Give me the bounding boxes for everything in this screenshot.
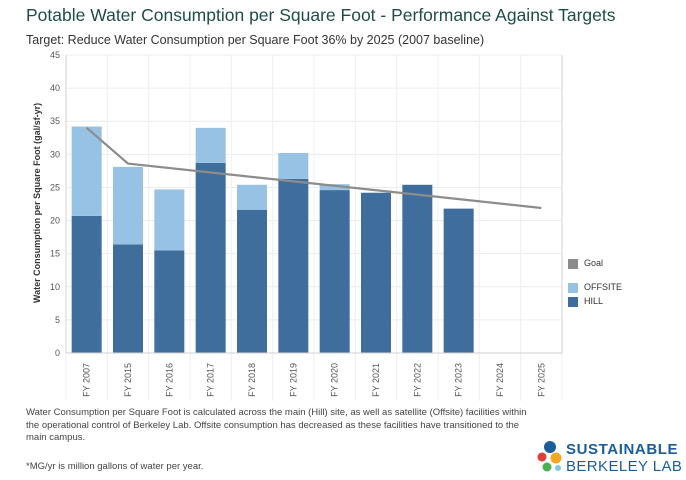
bar-hill-fy-2022 <box>402 184 433 353</box>
legend-swatch-goal <box>568 259 578 269</box>
y-tick-label: 40 <box>50 83 60 93</box>
y-tick-label: 45 <box>50 50 60 60</box>
goal-line-layer <box>85 127 542 210</box>
logo-dots-icon <box>537 441 562 472</box>
x-tick-label: FY 2023 <box>454 363 464 397</box>
footnote: *MG/yr is million gallons of water per y… <box>26 461 204 472</box>
x-tick-label: FY 2016 <box>164 363 174 397</box>
bar-offsite-fy-2007 <box>71 126 102 216</box>
bar-offsite-fy-2019 <box>278 153 309 179</box>
y-tick-label: 5 <box>55 315 60 325</box>
chart-note: Water Consumption per Square Foot is cal… <box>26 407 527 443</box>
x-tick-label: FY 2019 <box>288 363 298 397</box>
bar-offsite-fy-2020 <box>319 184 350 191</box>
y-tick-label: 0 <box>55 348 60 358</box>
logo-text-berkeley-lab: BERKELEY LAB <box>566 458 683 475</box>
y-tick-label: 25 <box>50 182 60 192</box>
chart-subtitle: Target: Reduce Water Consumption per Squ… <box>26 33 485 47</box>
bar-hill-fy-2007 <box>71 215 102 353</box>
x-tick-label: FY 2024 <box>495 363 505 397</box>
y-tick-label: 35 <box>50 116 60 126</box>
x-tick-label: FY 2021 <box>371 363 381 397</box>
chart-title: Potable Water Consumption per Square Foo… <box>26 5 616 25</box>
sustainable-berkeley-lab-logo: SUSTAINABLE BERKELEY LAB <box>536 440 686 476</box>
bars <box>71 126 474 353</box>
y-tick-label: 20 <box>50 216 60 226</box>
legend-label-hill: HILL <box>584 296 604 306</box>
legend-swatch-offsite <box>568 283 578 293</box>
logo-text-sustainable: SUSTAINABLE <box>566 441 679 458</box>
y-axis-label: Water Consumption per Square Foot (gal/s… <box>32 103 42 303</box>
legend-label-offsite: OFFSITE <box>584 282 622 292</box>
bar-hill-fy-2017 <box>195 162 226 353</box>
bar-hill-fy-2023 <box>443 208 474 353</box>
y-tick-label: 10 <box>50 282 60 292</box>
bar-offsite-fy-2016 <box>154 189 185 251</box>
x-tick-label: FY 2017 <box>206 363 216 397</box>
x-tick-label: FY 2018 <box>247 363 257 397</box>
water-consumption-chart: 0 5 10 15 20 25 30 35 40 45 FY 2007 FY 2015 FY 2016 F… <box>32 50 563 401</box>
bar-hill-fy-2019 <box>278 178 309 353</box>
y-tick-label: 30 <box>50 149 60 159</box>
bar-hill-fy-2018 <box>237 209 267 353</box>
y-tick-label: 15 <box>50 249 60 259</box>
legend-label-goal: Goal <box>584 258 604 268</box>
legend-swatch-hill <box>568 297 578 307</box>
bar-hill-fy-2015 <box>113 244 143 353</box>
axes: 0 5 10 15 20 25 30 35 40 45 FY 2007 FY 2015 FY 2016 F… <box>50 50 563 397</box>
bar-hill-fy-2020 <box>319 190 350 353</box>
bar-hill-fy-2016 <box>154 250 185 353</box>
x-tick-label: FY 2020 <box>330 363 340 397</box>
goal-line <box>85 127 542 210</box>
bar-hill-fy-2021 <box>361 192 391 353</box>
x-tick-label: FY 2025 <box>536 363 546 397</box>
x-tick-label: FY 2007 <box>82 363 92 397</box>
bar-offsite-fy-2015 <box>113 166 143 245</box>
x-tick-label: FY 2015 <box>123 363 133 397</box>
bar-offsite-fy-2018 <box>237 184 267 210</box>
bar-offsite-fy-2017 <box>195 127 226 163</box>
x-tick-label: FY 2022 <box>412 363 422 397</box>
